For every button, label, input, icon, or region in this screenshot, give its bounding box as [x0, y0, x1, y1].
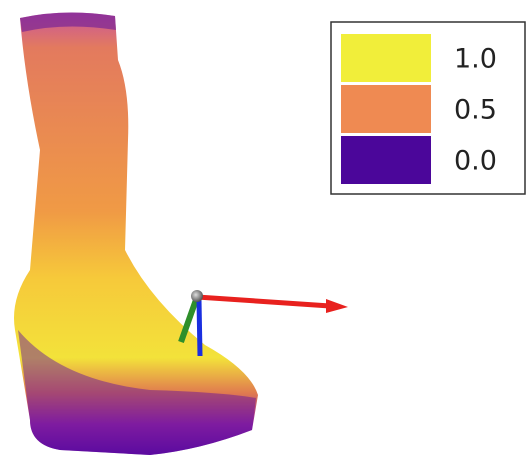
legend-label: 1.0 — [454, 44, 497, 75]
legend-swatch — [341, 136, 431, 184]
legend-swatch — [341, 85, 431, 133]
legend: 1.0 0.5 0.0 — [331, 22, 525, 194]
legend-swatch — [341, 34, 431, 82]
legend-label: 0.0 — [454, 146, 497, 177]
scene: 1.0 0.5 0.0 — [0, 0, 527, 468]
legend-label: 0.5 — [454, 95, 497, 126]
boot-model — [14, 12, 258, 455]
